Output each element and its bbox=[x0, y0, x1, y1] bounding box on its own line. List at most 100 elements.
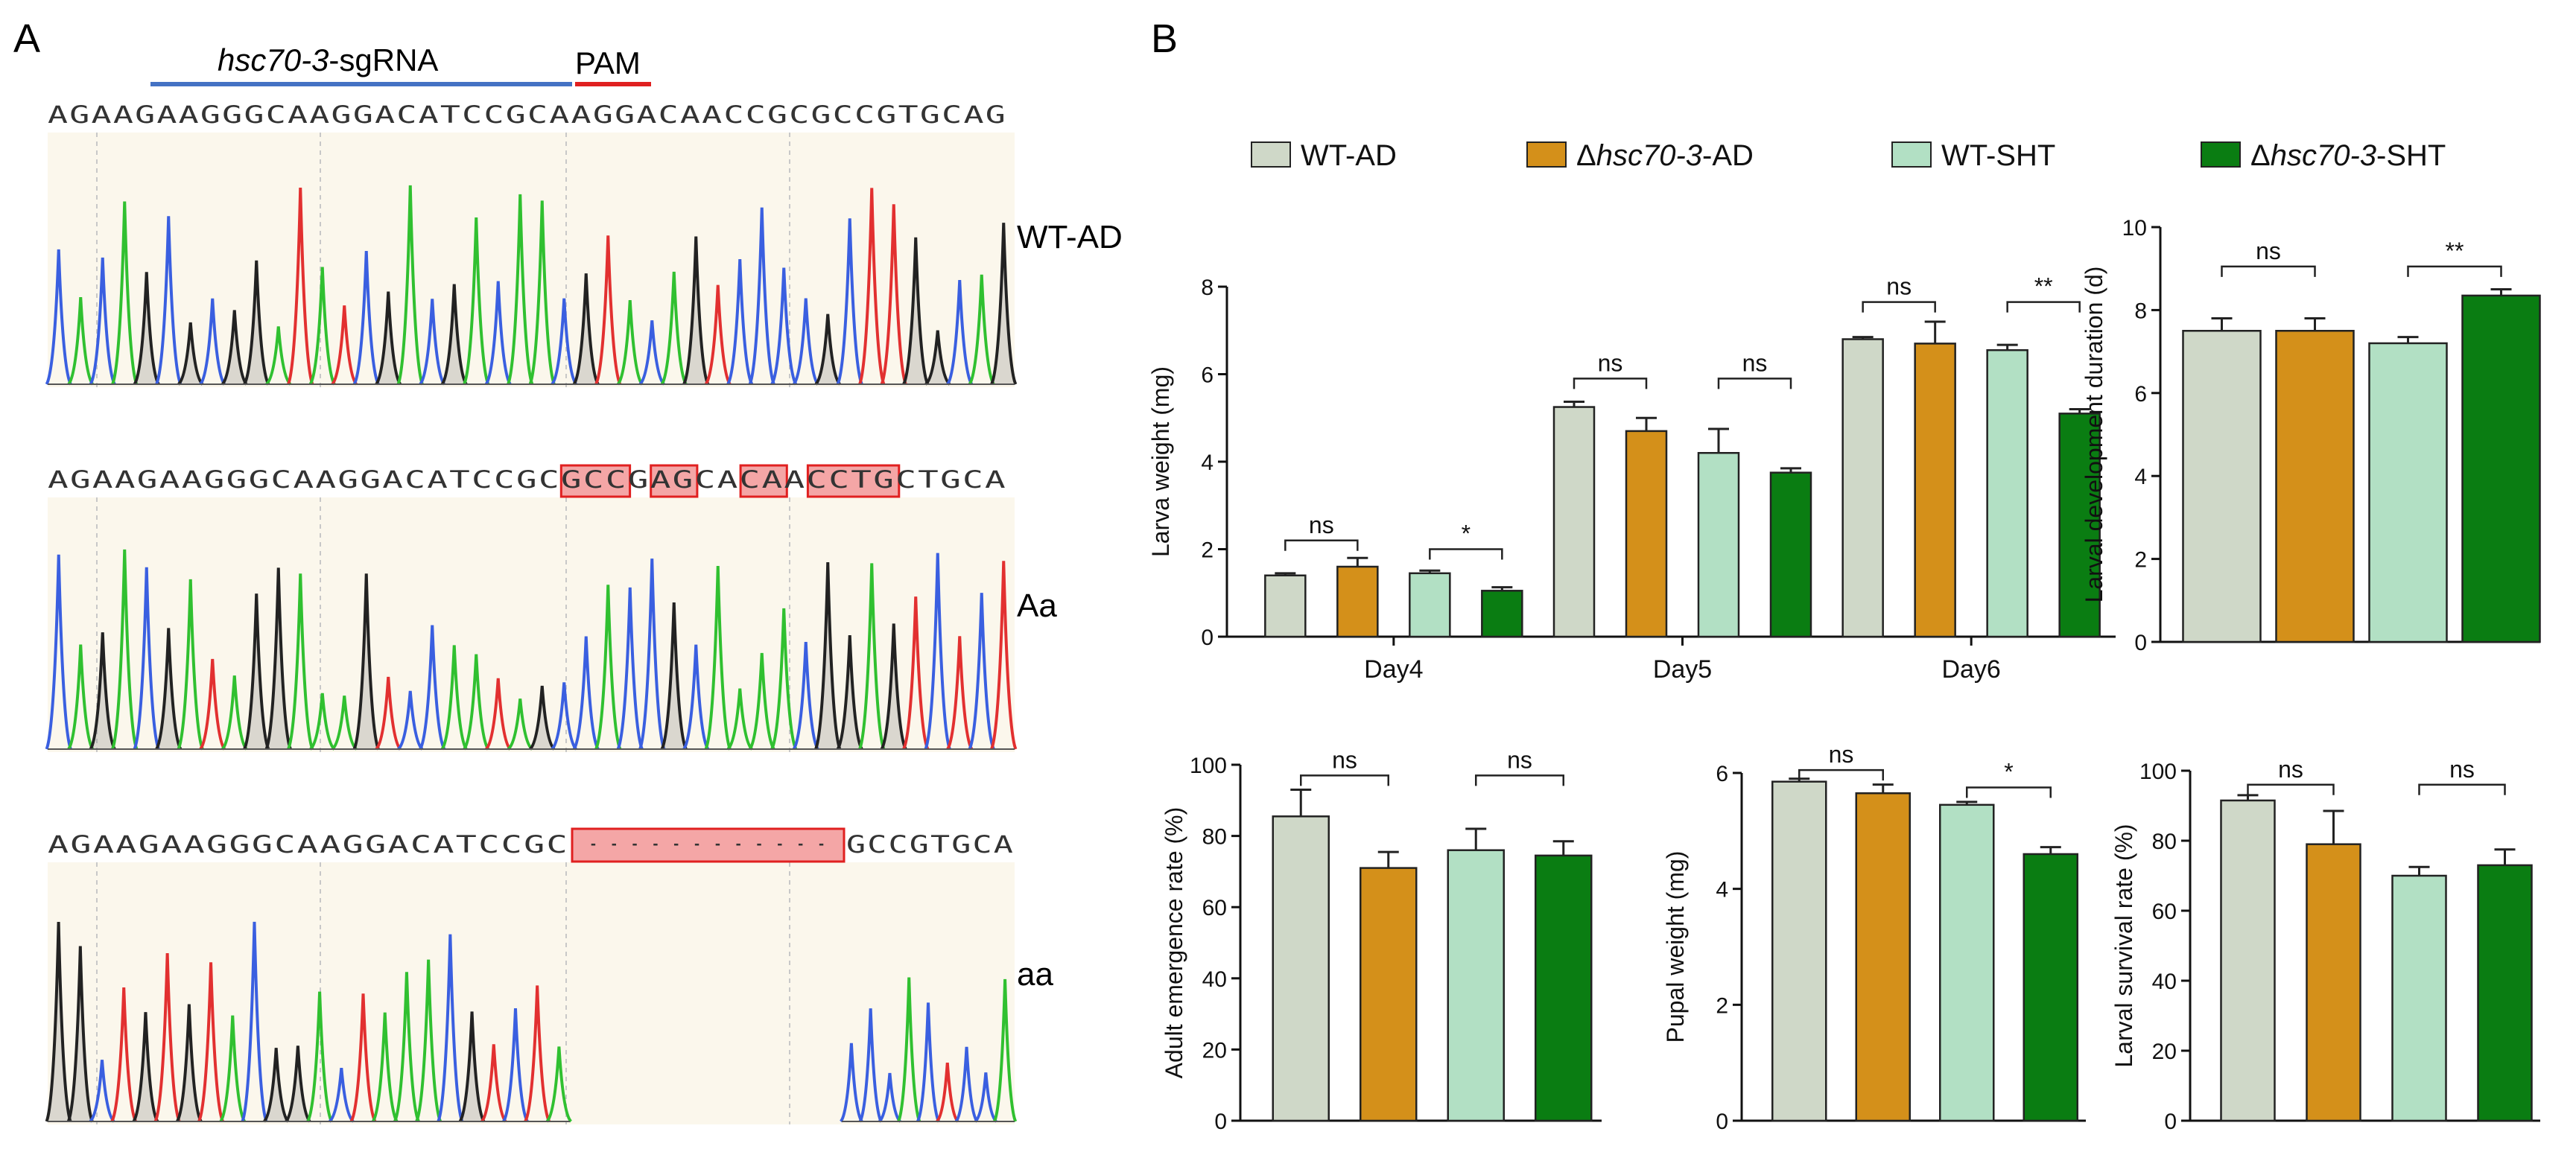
sequence-text: AGAAGAAGGGCAAGGACATCCGCAAGGACAACCGCGCCGT… bbox=[48, 101, 1007, 129]
chromatogram-peak bbox=[263, 1048, 290, 1123]
chromatogram-peak bbox=[836, 635, 863, 751]
y-tick-label: 4 bbox=[1201, 451, 1214, 475]
chromatogram-peak bbox=[67, 644, 95, 751]
chromatogram-peak bbox=[176, 1004, 203, 1123]
chromatogram-peak bbox=[916, 1002, 940, 1122]
chromatogram-peak bbox=[924, 330, 951, 386]
sequence-text: AGAAGAAGGGCAAGGACATCCGCGCCGAGCACAACCTGCT… bbox=[48, 465, 1007, 494]
chromatogram-peak bbox=[946, 636, 974, 751]
y-tick-label: 60 bbox=[1202, 896, 1227, 920]
chromatogram-peak bbox=[415, 959, 442, 1122]
chromatogram-peak bbox=[199, 298, 226, 386]
y-tick-label: 2 bbox=[1716, 993, 1728, 1018]
chromatogram-peak bbox=[265, 326, 292, 386]
chromatogram-peak bbox=[814, 561, 842, 750]
bar bbox=[2023, 853, 2078, 1122]
chromatogram-peak bbox=[285, 1045, 311, 1123]
chromatogram-peak bbox=[393, 972, 420, 1122]
significance-bracket bbox=[1573, 378, 1648, 389]
chromatogram-peak bbox=[375, 676, 402, 751]
chromatogram-peak bbox=[328, 1067, 355, 1123]
bar bbox=[1552, 406, 1596, 638]
panel-label-a: A bbox=[13, 16, 40, 61]
significance-label: ** bbox=[2034, 273, 2053, 300]
bar bbox=[2477, 864, 2533, 1122]
y-tick-label: 10 bbox=[2122, 216, 2147, 241]
bar bbox=[1841, 338, 1884, 638]
edited-base-box bbox=[806, 464, 901, 498]
chromatogram-peak bbox=[836, 218, 863, 385]
chromatogram-peak bbox=[748, 652, 775, 751]
sgrna-label-suffix: -sgRNA bbox=[329, 42, 438, 77]
chromatogram-peak bbox=[243, 593, 270, 750]
significance-label: ns bbox=[1309, 512, 1334, 538]
y-tick-label: 6 bbox=[1201, 363, 1214, 388]
legend-label: WT-AD bbox=[1301, 139, 1397, 172]
bar bbox=[1535, 854, 1593, 1122]
chromatogram-peak bbox=[89, 632, 116, 751]
chromatogram-peak bbox=[308, 267, 336, 386]
sample-label: WT-AD bbox=[1017, 219, 1123, 255]
chromatogram-peak bbox=[331, 305, 358, 386]
edited-base-box bbox=[739, 464, 788, 498]
chromatogram-peak bbox=[221, 675, 248, 751]
chromatogram-peak bbox=[682, 236, 710, 385]
sgrna-label: hsc70-3-sgRNA bbox=[218, 42, 438, 77]
bar bbox=[1481, 590, 1523, 638]
significance-bracket bbox=[2247, 783, 2335, 795]
y-tick-label: 6 bbox=[1716, 762, 1728, 786]
chromatogram-peak bbox=[880, 204, 907, 385]
chromatogram-peak bbox=[572, 636, 600, 751]
chromatogram-peak bbox=[45, 921, 72, 1122]
chromatogram-peak bbox=[111, 549, 139, 750]
sample-label: Aa bbox=[1017, 588, 1057, 624]
chromatogram-peak bbox=[770, 608, 798, 750]
bar bbox=[1914, 343, 1956, 638]
chromatogram-peak bbox=[458, 1011, 486, 1123]
significance-bracket bbox=[2418, 783, 2506, 795]
chromatogram-peak bbox=[682, 644, 710, 751]
significance-label: ns bbox=[2256, 238, 2281, 264]
chromatogram-peak bbox=[968, 274, 995, 386]
y-axis-label: Larva weight (mg) bbox=[1147, 366, 1174, 557]
bar bbox=[1264, 574, 1307, 638]
significance-label: ns bbox=[1598, 349, 1623, 376]
legend-item: WT-AD bbox=[1251, 139, 1397, 172]
chromatogram-peak bbox=[177, 579, 204, 750]
chromatogram-peak bbox=[792, 642, 819, 751]
chromatogram-peak bbox=[902, 237, 930, 385]
legend-item: Δhsc70-3-AD bbox=[1526, 139, 1754, 172]
chromatogram-peak bbox=[545, 1046, 573, 1123]
y-axis-label: Larval survival rate (%) bbox=[2110, 824, 2137, 1067]
bar bbox=[1336, 565, 1379, 638]
chart-larva-weight: 0 2 4 6 8 Larva weight (mg) Day4 ns * Day5 ns ns Day… bbox=[1147, 273, 2116, 684]
bar bbox=[2461, 294, 2541, 643]
chromatogram-peak bbox=[638, 320, 665, 386]
y-axis-label: Larval development duration (d) bbox=[2081, 267, 2107, 603]
y-tick-label: 4 bbox=[2134, 465, 2147, 489]
y-tick-label: 8 bbox=[1201, 276, 1214, 300]
chromatogram-peak bbox=[219, 1015, 247, 1123]
chromatogram-peak bbox=[946, 280, 974, 386]
significance-label: ** bbox=[2446, 238, 2464, 264]
significance-label: ns bbox=[1886, 273, 1912, 300]
y-axis-label: Adult emergence rate (%) bbox=[1161, 807, 1187, 1079]
bar bbox=[1360, 867, 1418, 1122]
y-tick-label: 0 bbox=[2134, 631, 2147, 655]
sample-label: aa bbox=[1017, 956, 1053, 993]
chromatogram-track: AGAAGAAGGGCAAGGACATCCGC - - - - - - - - -… bbox=[45, 827, 1053, 1124]
chromatogram-peak bbox=[440, 645, 468, 751]
chromatogram-peak bbox=[880, 623, 907, 751]
y-tick-label: 20 bbox=[2152, 1040, 2177, 1064]
chromatogram-peak bbox=[660, 271, 688, 386]
bar bbox=[1939, 803, 1995, 1122]
chromatogram-peak bbox=[616, 587, 644, 750]
bar bbox=[2275, 330, 2355, 643]
chromatogram-peak bbox=[440, 284, 468, 386]
panel-label-b: B bbox=[1151, 16, 1178, 61]
chromatogram-peak bbox=[133, 567, 160, 750]
chromatogram-peak bbox=[551, 682, 578, 751]
chart-adult-emergence: 0 20 40 60 80 100 Adult emergence rate (%) ns ns bbox=[1161, 746, 1602, 1134]
chromatogram-peak bbox=[902, 596, 930, 750]
chromatogram-peak bbox=[858, 1008, 883, 1123]
